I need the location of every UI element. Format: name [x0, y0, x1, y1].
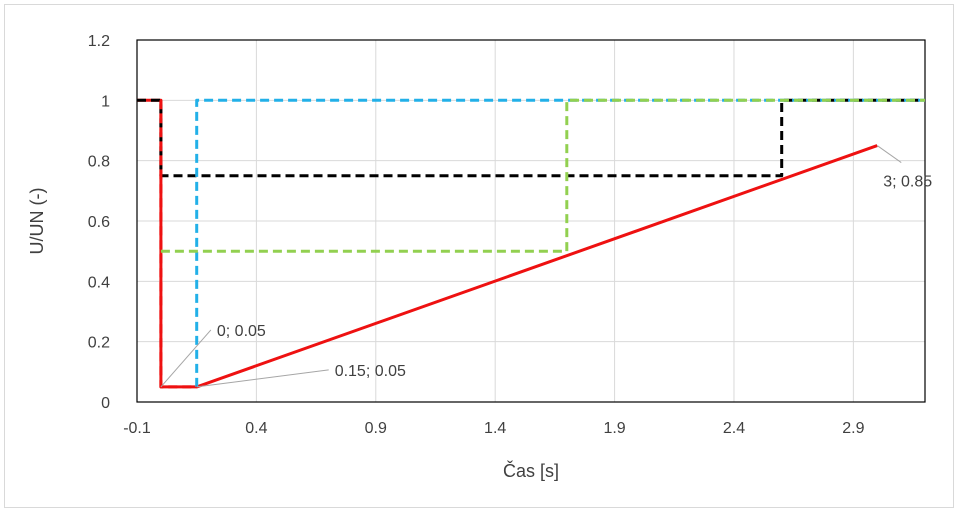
x-tick-label: 2.9: [842, 420, 864, 437]
series-line: [195, 98, 925, 387]
x-tick-label: -0.1: [123, 420, 151, 437]
series-line: [160, 98, 925, 253]
y-tick-label: 1: [101, 93, 110, 110]
plot-area-border: [136, 39, 926, 403]
y-tick-label: 0.6: [88, 214, 110, 231]
tick-labels: -0.1 0.4 0.9 1.4 1.9 2.4 2.9 0 0.2 0.4 0.6 0.8 1 1.2: [88, 33, 865, 437]
x-tick-label: 1.9: [603, 420, 625, 437]
series-line: [137, 98, 878, 389]
annotation-label: 0; 0.05: [217, 323, 266, 340]
annotation-label: 0.15; 0.05: [335, 363, 406, 380]
annotations: 0; 0.05 0.15; 0.05 3; 0.85: [160, 145, 932, 388]
x-tick-label: 2.4: [723, 420, 745, 437]
annotation-leader: [160, 329, 212, 388]
y-tick-label: 0.8: [88, 154, 110, 171]
annotation-leader: [876, 145, 902, 163]
x-tick-label: 1.4: [484, 420, 506, 437]
annotation-label: 3; 0.85: [883, 174, 932, 191]
x-tick-label: 0.4: [245, 420, 267, 437]
y-tick-label: 0: [101, 395, 110, 412]
annotation-leader: [196, 369, 329, 388]
series-line: [159, 100, 197, 389]
x-axis-title: Čas [s]: [503, 460, 559, 481]
y-tick-label: 0.4: [88, 274, 110, 291]
grid: [136, 39, 925, 403]
y-tick-label: 1.2: [88, 33, 110, 50]
series-group: [137, 98, 925, 389]
x-tick-label: 0.9: [365, 420, 387, 437]
y-tick-label: 0.2: [88, 335, 110, 352]
series-line: [137, 98, 925, 178]
y-axis-title: U/UN (-): [27, 188, 47, 255]
